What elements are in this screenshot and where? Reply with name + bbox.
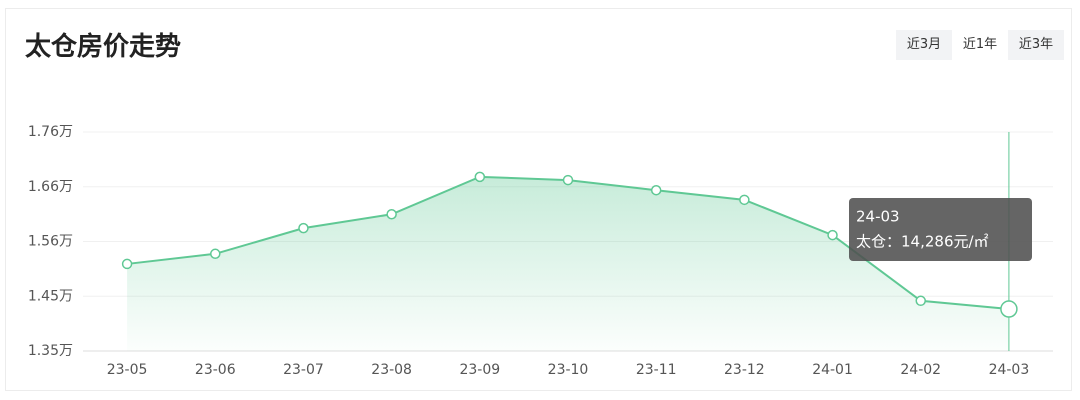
y-tick-label: 1.35万 [28,343,73,359]
x-tick-label: 24-01 [812,362,853,378]
x-tick-label: 24-03 [989,362,1030,378]
point [1000,300,1018,318]
x-tick-label: 24-02 [900,362,941,378]
x-tick-label: 23-12 [724,362,765,378]
range-button[interactable]: 近1年 [952,30,1008,60]
x-tick-label: 23-09 [459,362,500,378]
x-tick-label: 23-11 [636,362,677,378]
range-button[interactable]: 近3年 [1018,37,1054,52]
y-tick-label: 1.76万 [28,124,73,140]
point [386,209,397,220]
card [5,8,1072,391]
point [474,171,486,183]
point [121,258,133,270]
range-button[interactable]: 近3月 [906,37,942,52]
y-tick-label: 1.45万 [28,288,73,304]
tooltip-label: 太仓：14,286元/㎡ [856,233,989,251]
tooltip: 24-03 太仓：14,286元/㎡ [849,198,1032,261]
point [827,229,838,241]
point [298,222,309,234]
x-tick-label: 23-05 [107,362,148,378]
x-tick-label: 23-07 [283,362,324,378]
y-tick-label: 1.66万 [28,179,73,195]
point [650,184,662,196]
range-switch: 近3月 近1年 近3年 [896,30,1064,60]
point [562,174,574,186]
area [127,176,1009,351]
x-tick-label: 23-08 [371,362,412,378]
point [739,194,750,206]
x-tick-label: 23-10 [548,362,589,378]
page-title: 太仓房价走势 [25,32,182,62]
point [210,248,221,260]
tooltip-box [849,198,1032,261]
y-tick-label: 1.56万 [28,234,73,250]
tooltip-title: 24-03 [856,208,900,226]
x-tick-label: 23-06 [195,362,236,378]
point [915,295,926,307]
